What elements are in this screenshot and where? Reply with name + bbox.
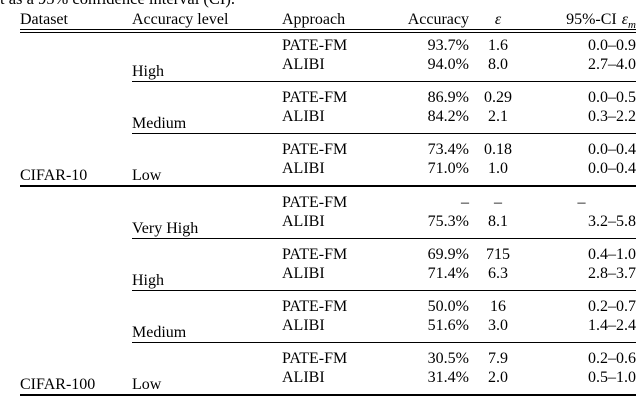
table-row: ALIBI 31.4% 2.0 0.5–1.0 bbox=[20, 368, 636, 395]
table-row: CIFAR-10 High PATE-FM 93.7% 1.6 0.0–0.9 bbox=[20, 31, 636, 184]
cell-ci: 0.0–0.4 bbox=[588, 160, 636, 177]
table-row: ALIBI 51.6% 3.0 1.4–2.4 bbox=[20, 316, 636, 343]
accuracy-level-label: High bbox=[132, 238, 282, 291]
accuracy-level-label: Very High bbox=[132, 185, 282, 239]
results-table: Dataset Accuracy level Approach Accuracy… bbox=[20, 10, 636, 396]
col-header-epsilon: ε bbox=[469, 10, 527, 33]
cell-accuracy: 69.9% bbox=[387, 238, 469, 264]
accuracy-level-label: Low bbox=[132, 133, 282, 186]
cell-epsilon: 7.9 bbox=[469, 342, 527, 368]
cell-ci: 0.3–2.2 bbox=[588, 108, 636, 125]
cell-epsilon: 2.1 bbox=[488, 108, 508, 125]
cell-epsilon: 8.1 bbox=[488, 213, 508, 230]
cell-ci: 0.2–0.7 bbox=[527, 290, 636, 316]
table-caption-fragment: t as a 95% confidence interval (CI). bbox=[0, 0, 235, 8]
cell-epsilon: – bbox=[469, 185, 527, 212]
cell-accuracy: 84.2% bbox=[427, 108, 469, 125]
table-row: ALIBI 75.3% 8.1 3.2–5.8 bbox=[20, 212, 636, 239]
table-row: Medium PATE-FM 86.9% 0.29 0.0–0.5 bbox=[20, 81, 636, 134]
cell-accuracy: 73.4% bbox=[387, 133, 469, 159]
cell-approach: ALIBI bbox=[282, 317, 325, 334]
cell-ci: 2.7–4.0 bbox=[588, 56, 636, 73]
dataset-label: CIFAR-100 bbox=[20, 185, 132, 395]
cell-ci: 0.4–1.0 bbox=[527, 238, 636, 264]
cell-epsilon: 0.29 bbox=[469, 81, 527, 107]
table-row: ALIBI 94.0% 8.0 2.7–4.0 bbox=[20, 55, 636, 82]
ci-header-label: 95%-CI bbox=[566, 11, 617, 28]
cell-approach: PATE-FM bbox=[282, 290, 387, 316]
cell-accuracy: 86.9% bbox=[387, 81, 469, 107]
cell-accuracy: 30.5% bbox=[387, 342, 469, 368]
accuracy-level-label: Medium bbox=[132, 81, 282, 134]
cell-epsilon: 1.6 bbox=[488, 37, 508, 54]
cell-accuracy: 75.3% bbox=[427, 213, 469, 230]
cell-ci: 0.5–1.0 bbox=[588, 369, 636, 386]
cell-approach: PATE-FM bbox=[282, 342, 387, 368]
cell-approach: PATE-FM bbox=[282, 133, 387, 159]
header-row: Dataset Accuracy level Approach Accuracy… bbox=[20, 10, 636, 33]
accuracy-level-label: Medium bbox=[132, 290, 282, 343]
accuracy-level-label: High bbox=[132, 63, 164, 80]
col-header-approach: Approach bbox=[282, 10, 387, 33]
cell-ci: 1.4–2.4 bbox=[588, 317, 636, 334]
cell-approach: ALIBI bbox=[282, 265, 325, 282]
table-row: Low PATE-FM 73.4% 0.18 0.0–0.4 bbox=[20, 133, 636, 186]
table-row: ALIBI 71.4% 6.3 2.8–3.7 bbox=[20, 264, 636, 291]
cell-epsilon: 0.18 bbox=[469, 133, 527, 159]
cell-approach: ALIBI bbox=[282, 56, 325, 73]
table-row: High PATE-FM 69.9% 715 0.4–1.0 bbox=[20, 238, 636, 291]
col-header-dataset: Dataset bbox=[20, 10, 132, 33]
table-row: CIFAR-100 Very High PATE-FM – – – bbox=[20, 185, 636, 395]
dataset-label: CIFAR-10 bbox=[20, 167, 88, 184]
cell-approach: ALIBI bbox=[282, 160, 325, 177]
cell-approach: ALIBI bbox=[282, 108, 325, 125]
cell-approach: PATE-FM bbox=[282, 238, 387, 264]
cell-approach: PATE-FM bbox=[282, 81, 387, 107]
cell-epsilon: 8.0 bbox=[488, 56, 508, 73]
cell-epsilon: 16 bbox=[469, 290, 527, 316]
cell-epsilon: 6.3 bbox=[488, 265, 508, 282]
cell-ci: 0.0–0.9 bbox=[588, 37, 636, 54]
cell-epsilon: 715 bbox=[469, 238, 527, 264]
cell-ci: 2.8–3.7 bbox=[588, 265, 636, 282]
col-header-ci: 95%-CI εm bbox=[527, 10, 636, 33]
cell-approach: PATE-FM bbox=[282, 185, 387, 212]
cell-accuracy: 31.4% bbox=[427, 369, 469, 386]
cell-approach: ALIBI bbox=[282, 213, 325, 230]
cell-epsilon: 2.0 bbox=[488, 369, 508, 386]
cell-ci: 3.2–5.8 bbox=[588, 213, 636, 230]
cell-epsilon: 1.0 bbox=[488, 160, 508, 177]
cell-ci: 0.0–0.5 bbox=[527, 81, 636, 107]
cell-approach: ALIBI bbox=[282, 369, 325, 386]
cell-accuracy: 71.4% bbox=[427, 265, 469, 282]
cell-ci: – bbox=[527, 185, 636, 212]
cell-accuracy: 71.0% bbox=[427, 160, 469, 177]
cell-epsilon: 3.0 bbox=[488, 317, 508, 334]
col-header-accuracy-level: Accuracy level bbox=[132, 10, 282, 33]
accuracy-level-label: Low bbox=[132, 342, 282, 395]
table-row: Low PATE-FM 30.5% 7.9 0.2–0.6 bbox=[20, 342, 636, 395]
ci-header-subscript: m bbox=[628, 19, 636, 32]
cell-approach: PATE-FM bbox=[282, 37, 348, 54]
ci-header-epsilon-symbol: ε bbox=[621, 11, 629, 28]
table-row: ALIBI 84.2% 2.1 0.3–2.2 bbox=[20, 107, 636, 134]
cell-accuracy: 94.0% bbox=[427, 56, 469, 73]
cell-accuracy: – bbox=[387, 185, 469, 212]
cell-accuracy: 93.7% bbox=[427, 37, 469, 54]
cell-accuracy: 50.0% bbox=[387, 290, 469, 316]
cell-ci: 0.0–0.4 bbox=[527, 133, 636, 159]
table-row: Medium PATE-FM 50.0% 16 0.2–0.7 bbox=[20, 290, 636, 343]
cell-accuracy: 51.6% bbox=[427, 317, 469, 334]
table-row: ALIBI 71.0% 1.0 0.0–0.4 bbox=[20, 159, 636, 186]
col-header-accuracy: Accuracy bbox=[387, 10, 469, 33]
cell-ci: 0.2–0.6 bbox=[527, 342, 636, 368]
